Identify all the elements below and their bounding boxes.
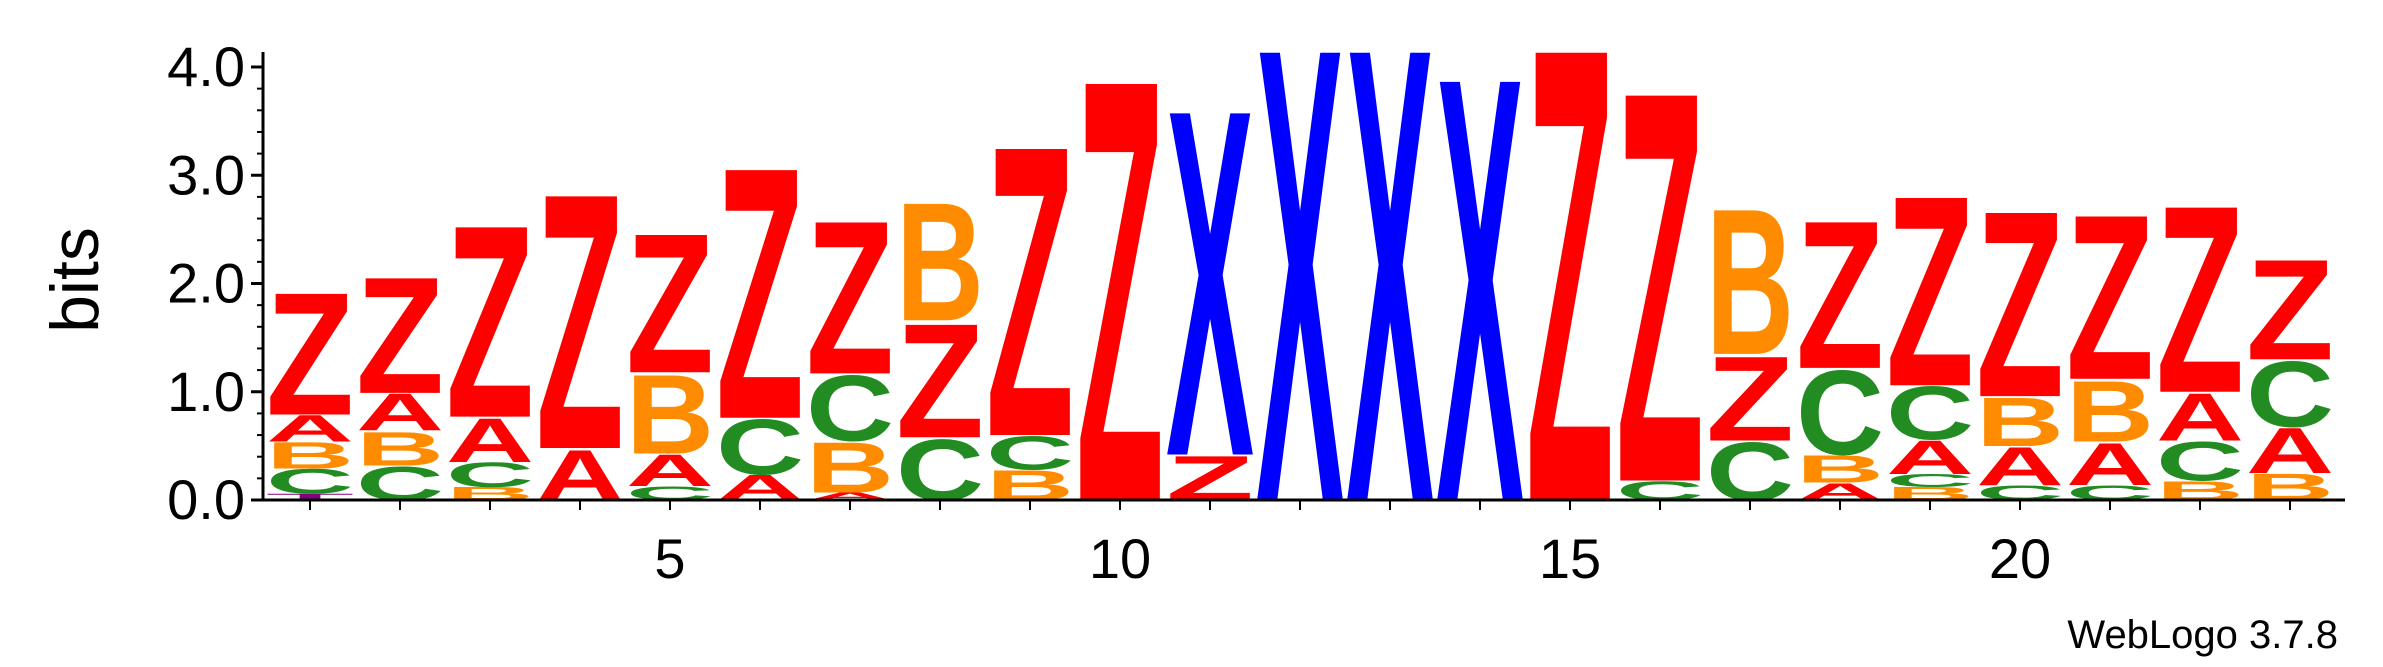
glyph-C: C: [986, 426, 1074, 480]
glyph-C: C: [1886, 372, 1974, 456]
x-tick-label: 15: [1539, 527, 1601, 590]
x-tick-label: 10: [1089, 527, 1151, 590]
glyph-C: C: [716, 403, 804, 491]
glyph-A: A: [356, 383, 444, 442]
glyph-B: B: [896, 168, 984, 357]
glyph-Z: Z: [446, 167, 534, 475]
logo-stack-14: X: [1436, 0, 1525, 630]
y-axis-label: bits: [37, 227, 113, 333]
glyph-Z: Z: [1526, 0, 1614, 638]
glyph-X: X: [1436, 0, 1525, 630]
x-tick-label: 20: [1989, 527, 2051, 590]
glyph-Z: Z: [1076, 0, 1164, 629]
glyph-C: C: [446, 456, 534, 495]
logo-stack-9: BCZ: [986, 58, 1074, 523]
glyph-Z: Z: [626, 191, 714, 415]
y-tick-label: 1.0: [167, 360, 245, 423]
glyph-Z: Z: [986, 58, 1074, 523]
logo-stack-8: CZB: [896, 168, 984, 519]
glyph-B: B: [1706, 166, 1794, 399]
glyph-A: A: [2246, 414, 2334, 487]
glyph-A: A: [2156, 379, 2244, 455]
axes: bits WebLogo 3.7.8 0.0 1.0 2.0 3.0 4.0 5 10 15 2…: [37, 35, 2345, 657]
y-tick-label: 3.0: [167, 143, 245, 206]
glyph-B: B: [266, 435, 354, 477]
glyph-C: C: [806, 357, 894, 461]
y-tick-label: 2.0: [167, 252, 245, 315]
glyph-T: T: [266, 492, 354, 502]
glyph-B: B: [626, 350, 714, 477]
logo-stack-4: AZ: [536, 116, 624, 525]
glyph-X: X: [1346, 0, 1435, 639]
glyph-Z: Z: [536, 116, 624, 525]
glyph-Z: Z: [1796, 177, 1884, 413]
glyph-Z: Z: [1886, 140, 1974, 444]
glyph-Z: Z: [356, 242, 444, 428]
glyph-A: A: [626, 445, 714, 495]
logo-stack-11: ZX: [1166, 6, 1255, 560]
glyph-Z: Z: [1976, 156, 2064, 453]
glyph-C: C: [266, 462, 354, 501]
glyph-B: B: [1796, 448, 1884, 492]
glyph-Z: Z: [896, 290, 984, 472]
glyph-Z: Z: [716, 93, 804, 495]
y-tick-label: 4.0: [167, 35, 245, 98]
logo-stack-6: ACZ: [716, 93, 804, 508]
glyph-Z: Z: [2156, 149, 2244, 449]
logo-stack-12: X: [1256, 0, 1345, 639]
glyph-A: A: [1976, 436, 2064, 497]
glyph-C: C: [2156, 430, 2244, 493]
glyph-C: C: [1796, 345, 1884, 480]
logo-stack-15: Z: [1526, 0, 1614, 638]
glyph-A: A: [2066, 431, 2154, 498]
y-tick-label: 0.0: [167, 468, 245, 531]
glyph-Z: Z: [2246, 230, 2334, 390]
logo-stack-13: X: [1346, 0, 1435, 639]
glyph-Z: Z: [806, 176, 894, 421]
glyph-Z: Z: [2066, 166, 2154, 429]
glyph-B: B: [1976, 383, 2064, 461]
glyph-A: A: [446, 405, 534, 476]
footer-credit: WebLogo 3.7.8: [2067, 613, 2338, 657]
glyph-B: B: [806, 427, 894, 508]
glyph-A: A: [1886, 430, 1974, 484]
glyph-A: A: [806, 491, 894, 503]
x-tick-label: 5: [654, 527, 685, 590]
glyph-A: A: [266, 408, 354, 450]
glyph-Z: Z: [266, 257, 354, 453]
glyph-Z: Z: [1706, 332, 1794, 467]
logo-stack-17: CZB: [1706, 166, 1794, 519]
glyph-X: X: [1256, 0, 1345, 639]
glyph-C: C: [2246, 343, 2334, 447]
glyph-B: B: [2066, 363, 2154, 460]
glyph-C: C: [1886, 471, 1974, 491]
logo-stack-10: Z: [1076, 0, 1164, 629]
glyph-X: X: [1166, 6, 1255, 560]
glyph-B: B: [356, 422, 444, 476]
